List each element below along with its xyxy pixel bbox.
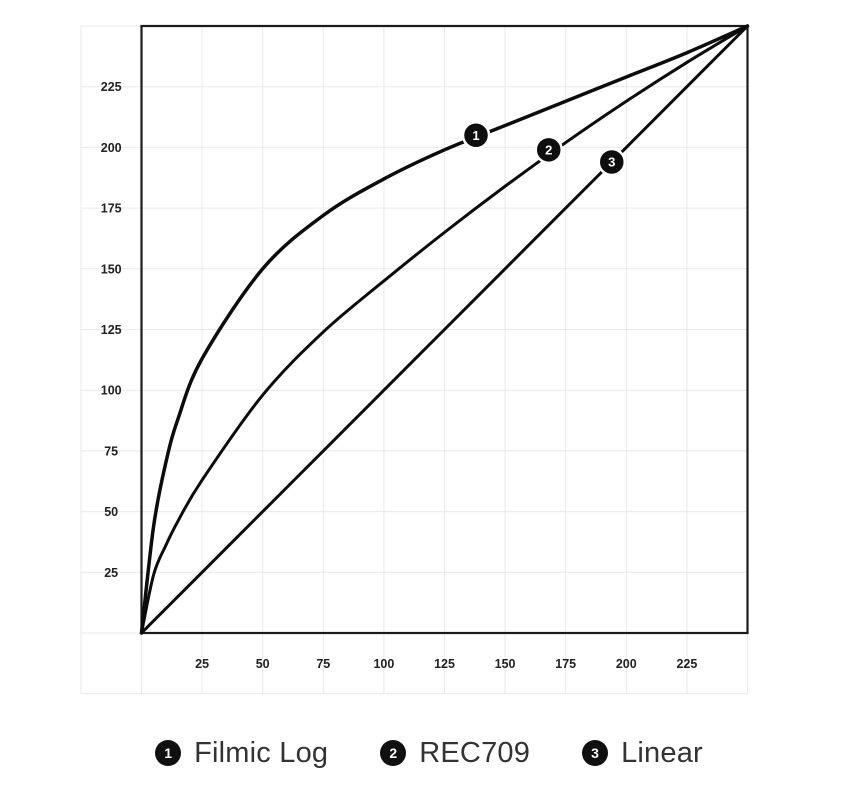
- x-tick-label: 125: [434, 657, 455, 671]
- curve-marker-2: 2: [534, 135, 563, 165]
- y-tick-label: 225: [101, 80, 122, 94]
- x-tick-label: 50: [256, 657, 270, 671]
- x-tick-label: 100: [373, 657, 394, 671]
- y-axis-tick-labels: 25 50 75 100 125 150 175 200 225: [101, 80, 122, 580]
- y-tick-label: 75: [104, 444, 118, 458]
- y-tick-label: 25: [104, 566, 118, 580]
- y-tick-label: 100: [101, 384, 122, 398]
- x-tick-label: 150: [495, 657, 516, 671]
- legend-item-rec709: 2 REC709: [380, 737, 530, 770]
- legend-label-rec709: REC709: [419, 736, 531, 769]
- curve-filmic-log: [139, 24, 750, 635]
- x-tick-label: 75: [316, 657, 330, 671]
- legend-label-linear: Linear: [621, 736, 703, 769]
- chart-legend: 1 Filmic Log 2 REC709 3 Linear: [0, 726, 858, 780]
- curve-marker-circle: [534, 135, 563, 165]
- x-tick-label: 25: [195, 657, 209, 671]
- y-tick-label: 200: [101, 141, 122, 155]
- curve-marker-circle: [461, 121, 491, 150]
- legend-item-filmic-log: 1 Filmic Log: [155, 737, 328, 770]
- x-tick-label: 200: [616, 657, 637, 671]
- curve-marker-label: 3: [608, 154, 615, 169]
- legend-item-linear: 3 Linear: [582, 737, 703, 770]
- y-tick-label: 150: [101, 262, 122, 276]
- curve-linear: [140, 24, 749, 635]
- curve-marker-3: 3: [597, 147, 627, 177]
- curve-marker-circle: [597, 147, 627, 177]
- x-tick-label: 225: [676, 657, 697, 671]
- legend-label-filmic-log: Filmic Log: [194, 736, 329, 769]
- curve-marker-label: 1: [472, 128, 479, 143]
- curve-marker-1: 1: [461, 121, 491, 150]
- curve-rec709: [140, 24, 749, 635]
- x-axis-tick-labels: 25 50 75 100 125 150 175 200 225: [195, 657, 697, 671]
- y-tick-label: 175: [101, 202, 122, 216]
- series-2-badge-icon: 2: [380, 740, 407, 766]
- x-tick-label: 175: [555, 657, 576, 671]
- series-3-badge-icon: 3: [582, 740, 609, 766]
- y-tick-label: 125: [101, 323, 122, 337]
- y-tick-label: 50: [104, 505, 118, 519]
- curve-marker-label: 2: [545, 142, 552, 157]
- series-1-badge-icon: 1: [155, 740, 182, 766]
- plot-border: [140, 24, 749, 635]
